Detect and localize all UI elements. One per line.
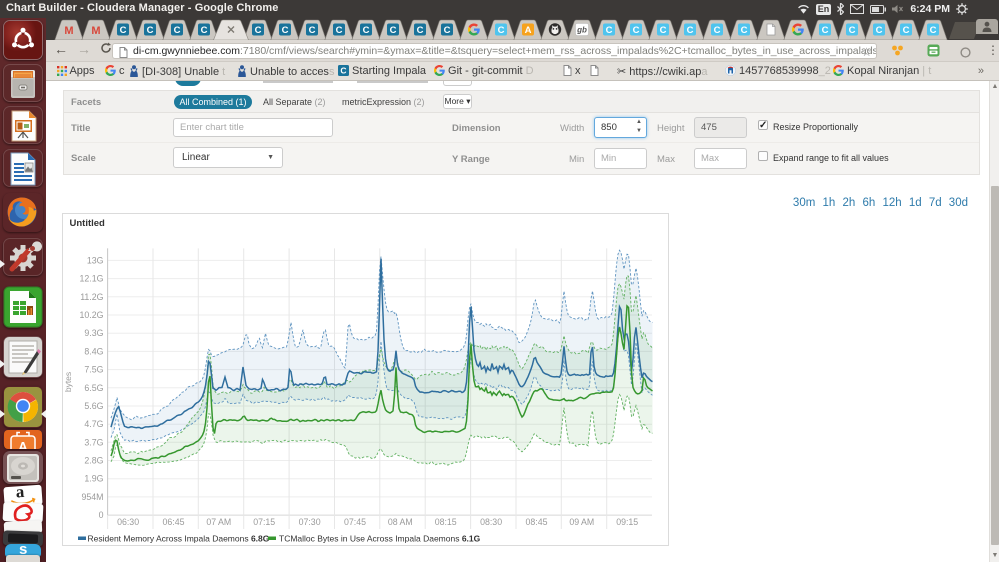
svg-text:08:15: 08:15 [435, 517, 457, 527]
svg-text:10.2G: 10.2G [80, 310, 104, 320]
svg-text:C: C [498, 25, 505, 36]
svg-text:6.5G: 6.5G [84, 383, 103, 393]
svg-text:2.8G: 2.8G [84, 456, 103, 466]
svg-text:4.7G: 4.7G [84, 419, 103, 429]
svg-text:C: C [417, 25, 424, 36]
svg-text:07:15: 07:15 [253, 517, 275, 527]
svg-text:C: C [930, 25, 937, 36]
svg-text:C: C [876, 25, 883, 36]
svg-text:12.1G: 12.1G [80, 274, 104, 284]
svg-text:Resident Memory Across Impala: Resident Memory Across Impala Daemons 6.… [88, 534, 270, 544]
svg-text:C: C [606, 25, 613, 36]
svg-text:C: C [147, 25, 154, 36]
svg-text:8.4G: 8.4G [84, 346, 103, 356]
svg-text:09 AM: 09 AM [569, 517, 594, 527]
svg-text:09:15: 09:15 [616, 517, 638, 527]
svg-text:08 AM: 08 AM [388, 517, 413, 527]
svg-text:TCMalloc Bytes in Use Across I: TCMalloc Bytes in Use Across Impala Daem… [279, 534, 481, 544]
svg-text:C: C [340, 66, 346, 76]
svg-text:0: 0 [99, 510, 104, 520]
svg-text:C: C [903, 25, 910, 36]
svg-text:C: C [660, 25, 667, 36]
svg-text:5.6G: 5.6G [84, 401, 103, 411]
svg-text:gb: gb [576, 26, 587, 35]
svg-text:C: C [309, 25, 316, 36]
svg-text:A: A [525, 25, 532, 36]
svg-text:M: M [64, 25, 73, 37]
svg-text:C: C [822, 25, 829, 36]
svg-text:13G: 13G [87, 255, 104, 265]
svg-text:954M: 954M [81, 492, 103, 502]
svg-text:M: M [91, 25, 100, 37]
svg-text:06:30: 06:30 [117, 517, 139, 527]
svg-text:C: C [174, 25, 181, 36]
svg-text:C: C [687, 25, 694, 36]
svg-text:C: C [255, 25, 262, 36]
svg-text:A: A [18, 439, 28, 449]
svg-text:C: C [633, 25, 640, 36]
svg-text:07:30: 07:30 [299, 517, 321, 527]
svg-text:9.3G: 9.3G [84, 328, 103, 338]
svg-text:C: C [741, 25, 748, 36]
svg-text:1.9G: 1.9G [84, 474, 103, 484]
svg-text:C: C [363, 25, 370, 36]
svg-text:C: C [714, 25, 721, 36]
svg-text:08:45: 08:45 [525, 517, 547, 527]
svg-text:C: C [849, 25, 856, 36]
svg-text:07 AM: 07 AM [206, 517, 231, 527]
svg-text:06:45: 06:45 [162, 517, 184, 527]
svg-text:C: C [390, 25, 397, 36]
svg-text:C: C [282, 25, 289, 36]
svg-text:C: C [201, 25, 208, 36]
svg-text:07:45: 07:45 [344, 517, 366, 527]
svg-text:C: C [120, 25, 127, 36]
svg-text:11.2G: 11.2G [80, 292, 103, 302]
svg-text:08:30: 08:30 [480, 517, 502, 527]
svg-text:7.5G: 7.5G [84, 365, 103, 375]
svg-text:bytes: bytes [63, 372, 73, 392]
svg-text:C: C [444, 25, 451, 36]
svg-text:3.7G: 3.7G [84, 437, 103, 447]
svg-text:C: C [336, 25, 343, 36]
